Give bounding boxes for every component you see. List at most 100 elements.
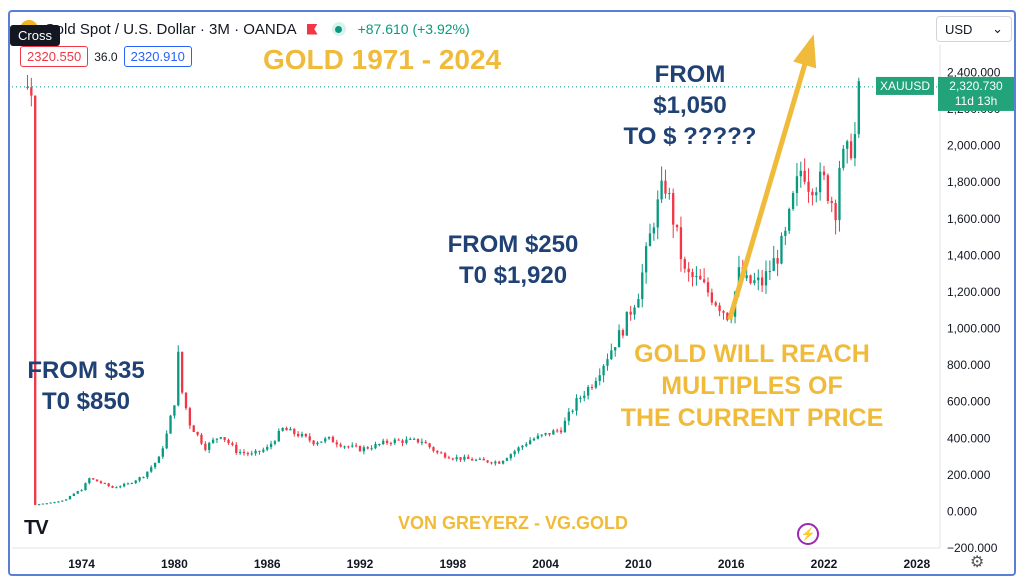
y-tick-label: 600.000 <box>947 395 991 409</box>
candle-body <box>586 387 590 396</box>
flag-icon[interactable] <box>306 23 318 35</box>
candle-body <box>799 170 802 177</box>
forecast-line: MULTIPLES OF <box>661 372 843 400</box>
candle-body <box>486 460 489 463</box>
candle-body <box>196 431 199 435</box>
candle-body <box>683 259 686 269</box>
candle-body <box>99 481 103 484</box>
candle-body <box>695 275 698 278</box>
quote-row: 2320.550 36.0 2320.910 <box>20 46 192 67</box>
candle-body <box>107 483 110 487</box>
candle-body <box>320 441 323 443</box>
candle-body <box>760 277 764 286</box>
candle-body <box>625 311 628 336</box>
candle-body <box>41 503 45 505</box>
candle-body <box>246 453 250 455</box>
candle-body <box>610 350 613 360</box>
candle-body <box>235 444 238 453</box>
candle-body <box>567 411 570 421</box>
x-tick-label: 1998 <box>439 557 466 571</box>
candle-body <box>463 456 466 460</box>
candle-body <box>594 380 598 388</box>
candle-body <box>157 456 161 463</box>
symbol-title[interactable]: Gold Spot / U.S. Dollar · 3M · OANDA <box>44 20 297 38</box>
candle-body <box>699 275 702 280</box>
y-tick-label: 2,400.000 <box>947 65 1001 79</box>
y-tick-label: 1,400.000 <box>947 248 1001 262</box>
x-tick-label: 2004 <box>532 557 559 571</box>
price-tag-countdown: 11d 13h <box>955 94 998 108</box>
candle-body <box>478 458 482 460</box>
candle-body <box>304 433 308 437</box>
y-tick-label: 1,200.000 <box>947 285 1001 299</box>
y-tick-label: 0.000 <box>947 504 977 518</box>
candle-body <box>614 347 617 351</box>
candle-body <box>420 441 424 443</box>
candle-body <box>702 279 706 283</box>
candle-body <box>644 246 648 273</box>
candle-body <box>382 440 385 444</box>
status-dot-icon <box>331 22 346 36</box>
candle-body <box>258 450 261 452</box>
candle-body <box>49 502 52 504</box>
tradingview-logo-icon[interactable]: TV <box>24 517 49 539</box>
candle-body <box>455 457 458 460</box>
candle-body <box>772 258 775 272</box>
candle-body <box>629 311 632 315</box>
replay-icon[interactable]: ⚡ <box>797 523 819 545</box>
candle-body <box>285 427 288 431</box>
settings-gear-icon[interactable]: ⚙ <box>970 554 985 571</box>
candle-body <box>208 442 211 450</box>
candle-body <box>405 439 408 444</box>
candle-body <box>347 446 350 448</box>
y-tick-label: 1,800.000 <box>947 175 1001 189</box>
candle-body <box>668 193 671 195</box>
price-tag-value: 2,320.730 <box>949 79 1003 93</box>
candle-body <box>590 387 594 389</box>
candle-body <box>764 271 768 286</box>
candle-body <box>111 486 114 488</box>
candle-body <box>602 365 605 376</box>
annotation-2000-2011: FROM $250 T0 $1,920 <box>440 229 586 291</box>
candle-body <box>37 504 41 506</box>
candle-body <box>660 180 663 200</box>
candle-body <box>95 479 99 482</box>
candle-body <box>103 483 106 485</box>
candle-body <box>846 141 849 149</box>
candle-body <box>641 272 644 300</box>
y-tick-label: −200.000 <box>947 541 998 555</box>
x-tick-label: 1980 <box>161 557 188 571</box>
candle-body <box>30 87 33 96</box>
spread-value: 36.0 <box>94 49 118 64</box>
candle-body <box>648 233 652 247</box>
candle-body <box>254 450 257 454</box>
candle-body <box>443 453 447 458</box>
candle-body <box>536 435 540 439</box>
candle-body <box>637 299 640 308</box>
currency-select[interactable]: USD ⌄ <box>936 16 1012 42</box>
candle-body <box>397 439 400 441</box>
candle-body <box>617 330 621 348</box>
candle-body <box>525 444 528 446</box>
candle-body <box>204 443 207 450</box>
candle-body <box>115 487 118 489</box>
candle-body <box>219 437 222 439</box>
candle-body <box>706 282 710 293</box>
candle-body <box>575 398 578 411</box>
candle-body <box>227 439 230 444</box>
candle-body <box>188 408 192 426</box>
chart-frame <box>8 10 1016 576</box>
candle-body <box>366 447 369 449</box>
candle-body <box>432 447 435 451</box>
candle-body <box>474 459 478 461</box>
candle-body <box>293 428 296 434</box>
sell-price-button[interactable]: 2320.550 <box>20 46 89 67</box>
forecast-arrow-line <box>727 39 815 321</box>
candle-body <box>513 451 516 455</box>
candle-body <box>269 443 273 448</box>
candle-body <box>490 462 493 464</box>
annotation-2015-now: FROM $1,050 TO $ ????? <box>620 59 760 152</box>
buy-price-button[interactable]: 2320.910 <box>123 46 192 67</box>
candle-body <box>409 438 412 440</box>
